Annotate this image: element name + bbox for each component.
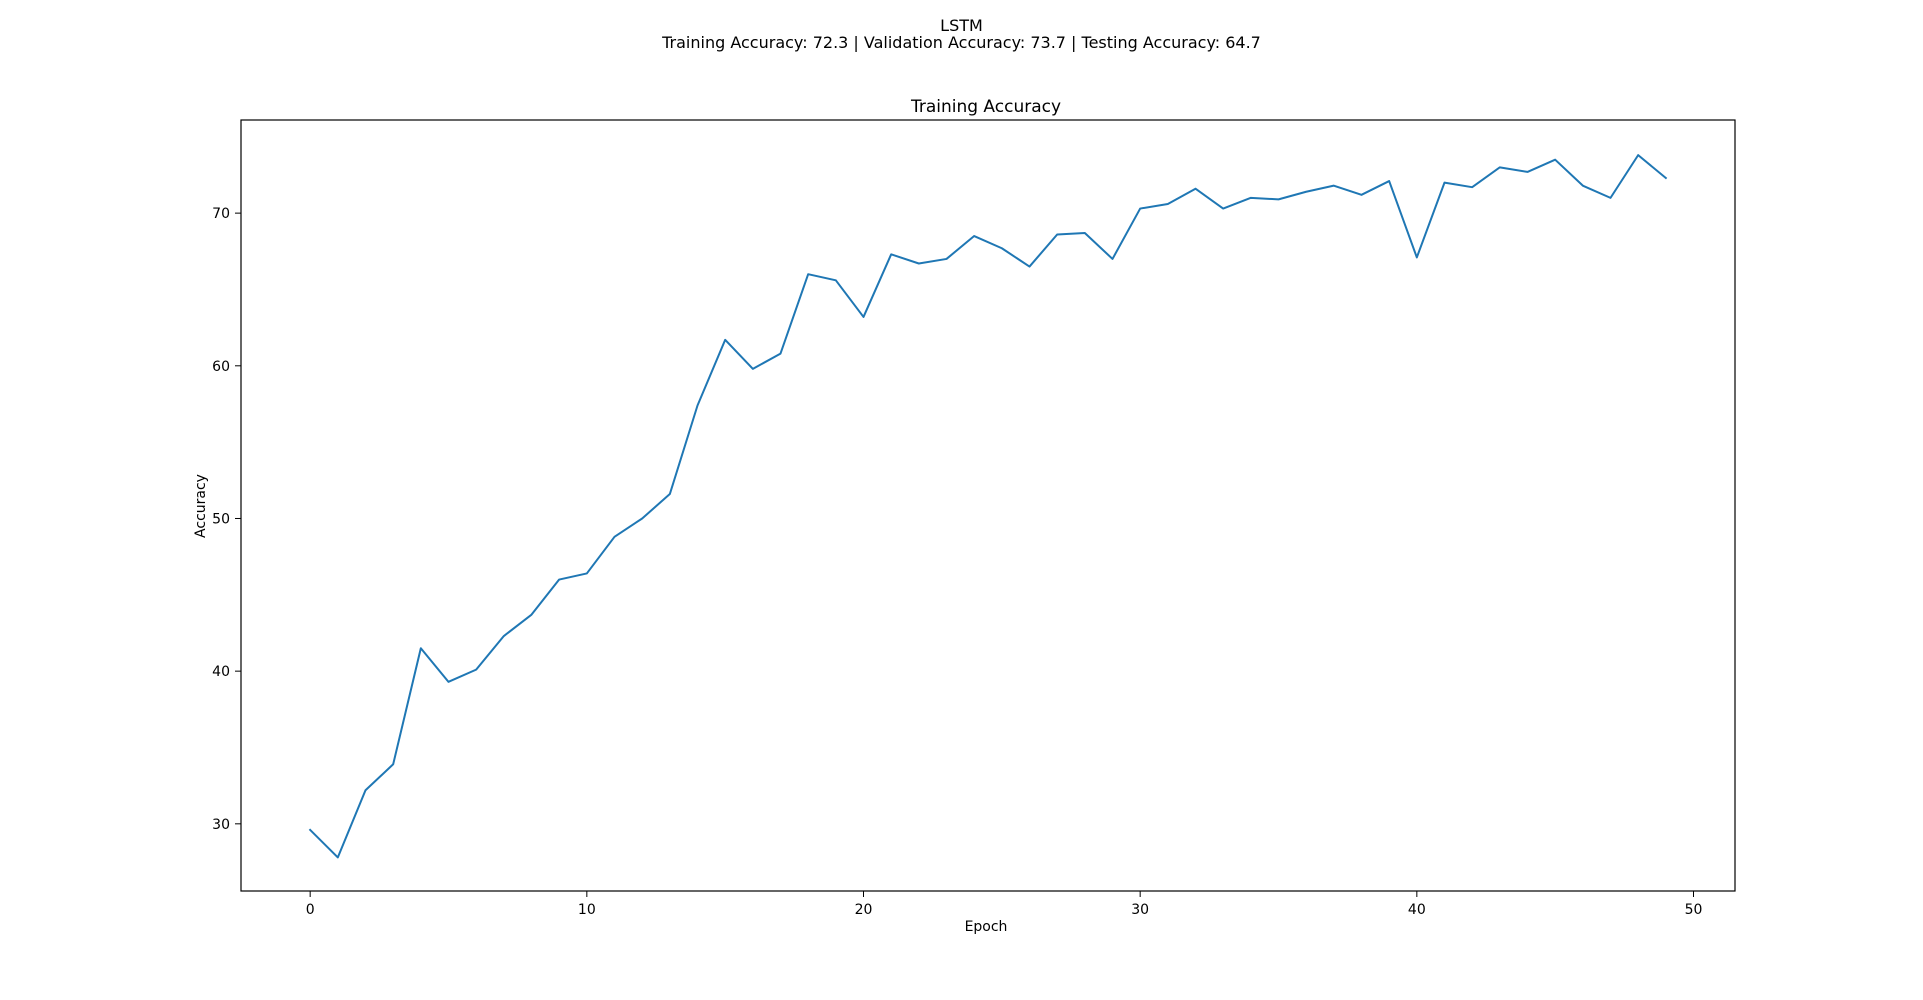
- x-axis-label: Epoch: [965, 919, 1008, 935]
- axis-ticks: 0 10 20 30 40 50 30 40 50 60 70: [212, 206, 1702, 918]
- plot-frame: [240, 119, 1736, 892]
- plot-area: [308, 154, 1668, 859]
- y-tick-label: 70: [212, 206, 230, 222]
- chart-title: Training Accuracy: [910, 97, 1061, 117]
- y-tick-label: 30: [212, 817, 230, 833]
- y-tick-label: 50: [212, 511, 230, 527]
- figure-suptitle: LSTM: [940, 16, 983, 35]
- x-tick-label: 10: [578, 902, 596, 918]
- figure-subtitle: Training Accuracy: 72.3 | Validation Acc…: [661, 33, 1261, 52]
- x-tick-label: 30: [1131, 902, 1149, 918]
- series-line: [308, 154, 1668, 859]
- y-axis-label: Accuracy: [193, 474, 209, 538]
- y-tick-label: 60: [212, 359, 230, 375]
- y-tick-label: 40: [212, 664, 230, 680]
- x-tick-label: 40: [1408, 902, 1426, 918]
- x-tick-label: 50: [1685, 902, 1703, 918]
- x-tick-label: 0: [306, 902, 315, 918]
- x-tick-label: 20: [855, 902, 873, 918]
